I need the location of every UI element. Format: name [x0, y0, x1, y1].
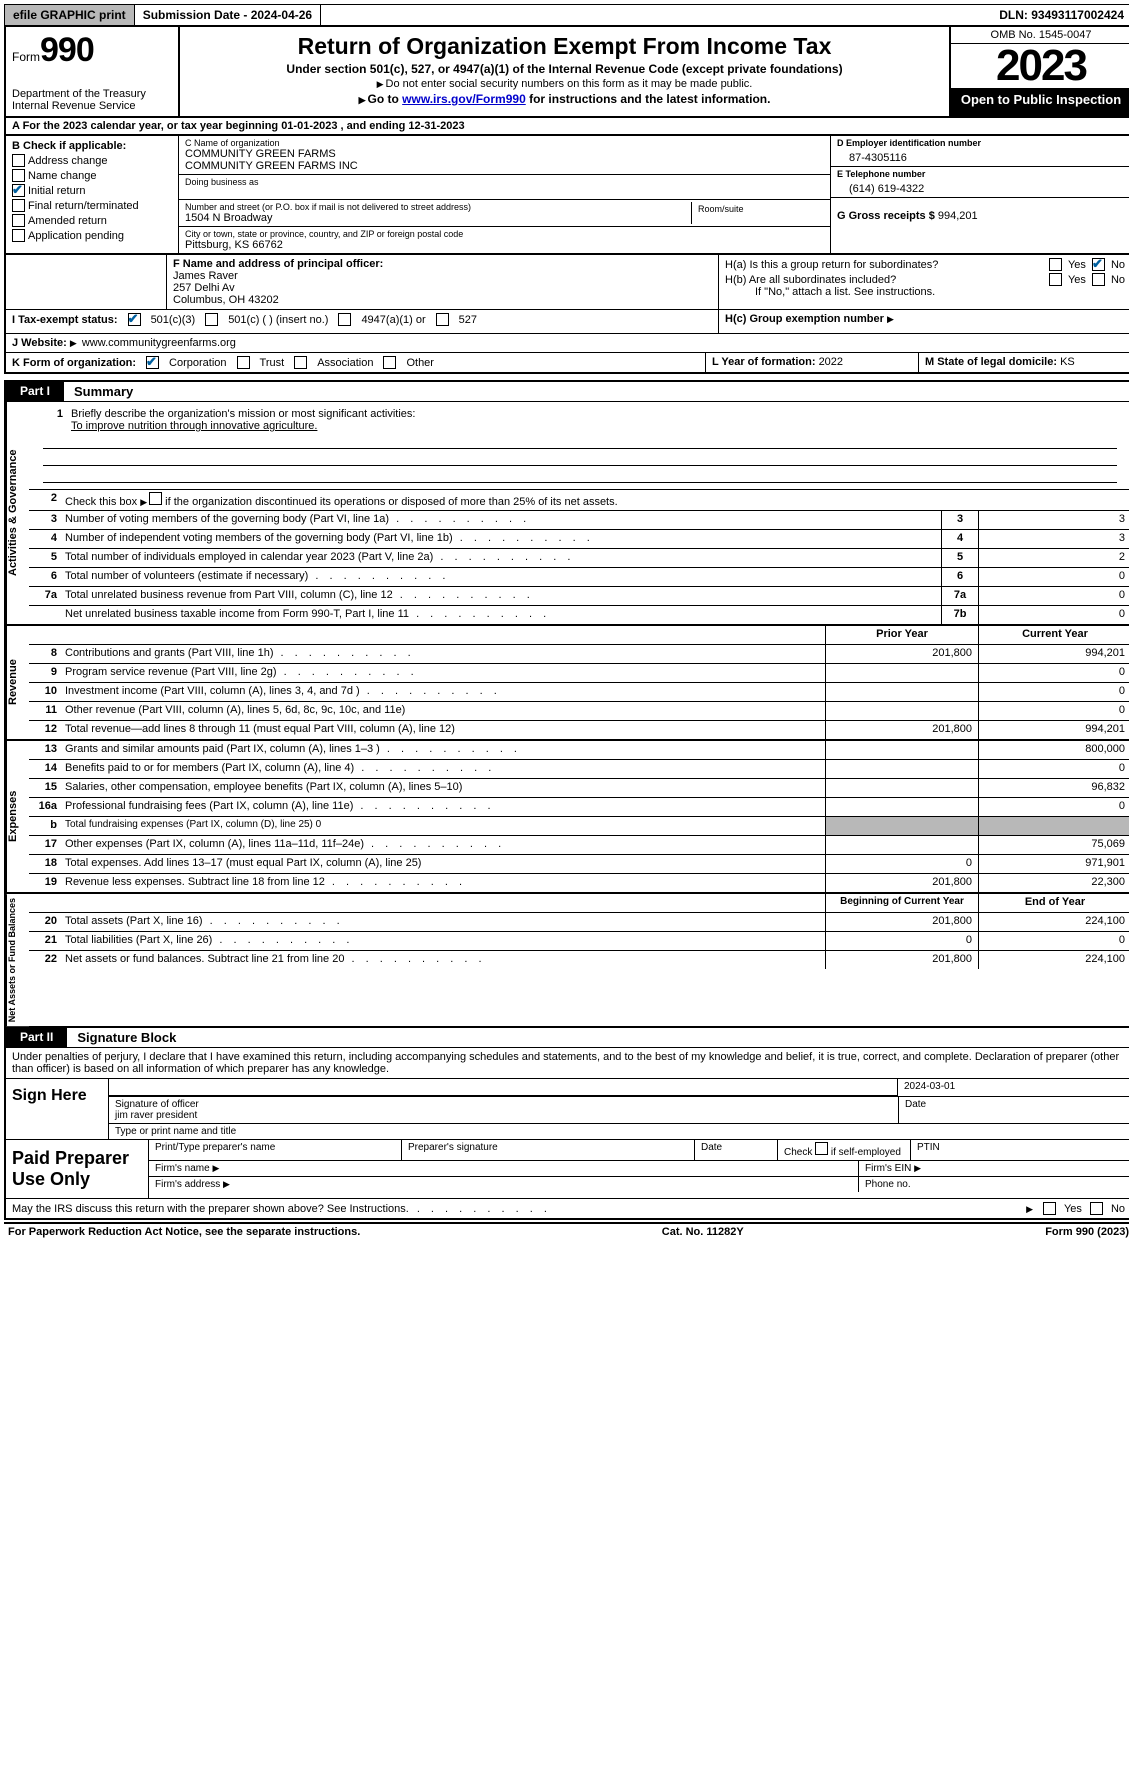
summary-net-assets: Net Assets or Fund Balances Beginning of… — [4, 894, 1129, 1028]
hb-no[interactable] — [1092, 273, 1105, 286]
vtab-governance: Activities & Governance — [6, 402, 29, 624]
ha-no[interactable] — [1092, 258, 1105, 271]
chk-application-pending[interactable]: Application pending — [12, 229, 172, 242]
chk-other[interactable] — [383, 356, 396, 369]
part-2-header: Part II Signature Block — [4, 1028, 1129, 1048]
topbar: efile GRAPHIC print Submission Date - 20… — [4, 4, 1129, 26]
ha-yes[interactable] — [1049, 258, 1062, 271]
page-footer: For Paperwork Reduction Act Notice, see … — [4, 1222, 1129, 1240]
row-j-website: J Website: www.communitygreenfarms.org — [4, 334, 1129, 353]
mission-text: To improve nutrition through innovative … — [71, 420, 317, 432]
city-cell: City or town, state or province, country… — [179, 227, 830, 253]
vtab-expenses: Expenses — [6, 741, 29, 892]
chk-527[interactable] — [436, 313, 449, 326]
open-to-public: Open to Public Inspection — [951, 88, 1129, 116]
perjury-statement: Under penalties of perjury, I declare th… — [6, 1048, 1129, 1079]
chk-501c[interactable] — [205, 313, 218, 326]
col-end-year: End of Year — [978, 894, 1129, 912]
signature-block: Under penalties of perjury, I declare th… — [4, 1048, 1129, 1220]
part-1-header: Part I Summary — [4, 380, 1129, 402]
form-title: Return of Organization Exempt From Incom… — [186, 33, 943, 60]
submission-date: Submission Date - 2024-04-26 — [135, 5, 321, 25]
tax-year-range: A For the 2023 calendar year, or tax yea… — [4, 118, 1129, 136]
row-i-j: I Tax-exempt status: 501(c)(3) 501(c) ( … — [4, 310, 1129, 334]
dept-treasury: Department of the Treasury Internal Reve… — [12, 88, 172, 112]
chk-trust[interactable] — [237, 356, 250, 369]
principal-officer: F Name and address of principal officer:… — [167, 255, 719, 309]
chk-4947[interactable] — [338, 313, 351, 326]
chk-assoc[interactable] — [294, 356, 307, 369]
officer-h-block: F Name and address of principal officer:… — [4, 255, 1129, 310]
irs-discuss-row: May the IRS discuss this return with the… — [6, 1199, 1129, 1218]
vtab-net-assets: Net Assets or Fund Balances — [6, 894, 29, 1026]
dba-cell: Doing business as — [179, 175, 830, 200]
chk-self-employed[interactable] — [815, 1142, 828, 1155]
section-h: H(a) Is this a group return for subordin… — [719, 255, 1129, 309]
efile-graphic-print[interactable]: efile GRAPHIC print — [5, 5, 135, 25]
discuss-yes[interactable] — [1043, 1202, 1056, 1215]
vtab-revenue: Revenue — [6, 626, 29, 739]
sign-here-label: Sign Here — [6, 1079, 109, 1139]
chk-address-change[interactable]: Address change — [12, 154, 172, 167]
chk-501c3[interactable] — [128, 313, 141, 326]
summary-expenses: Expenses 13Grants and similar amounts pa… — [4, 741, 1129, 894]
col-prior-year: Prior Year — [825, 626, 978, 644]
chk-discontinued[interactable] — [149, 492, 162, 505]
paid-preparer-label: Paid Preparer Use Only — [6, 1140, 149, 1198]
website-url: www.communitygreenfarms.org — [82, 337, 236, 349]
chk-initial-return[interactable]: Initial return — [12, 184, 172, 197]
gross-receipts-cell: G Gross receipts $ 994,201 — [831, 198, 1129, 224]
chk-final-return[interactable]: Final return/terminated — [12, 199, 172, 212]
col-current-year: Current Year — [978, 626, 1129, 644]
form-subtitle-1: Under section 501(c), 527, or 4947(a)(1)… — [186, 62, 943, 76]
summary-revenue: Revenue Prior Year Current Year 8Contrib… — [4, 626, 1129, 741]
col-begin-year: Beginning of Current Year — [825, 894, 978, 912]
form-subtitle-2: Do not enter social security numbers on … — [186, 78, 943, 90]
summary-governance: Activities & Governance 1 Briefly descri… — [4, 402, 1129, 626]
row-k-l-m: K Form of organization: Corporation Trus… — [4, 353, 1129, 374]
phone-cell: E Telephone number (614) 619-4322 — [831, 167, 1129, 198]
irs-link[interactable]: www.irs.gov/Form990 — [402, 92, 526, 106]
address-cell: Number and street (or P.O. box if mail i… — [179, 200, 830, 227]
chk-amended-return[interactable]: Amended return — [12, 214, 172, 227]
hb-yes[interactable] — [1049, 273, 1062, 286]
section-b-checkboxes: B Check if applicable: Address change Na… — [6, 136, 179, 253]
tax-year: 2023 — [951, 44, 1129, 88]
form-header: Form990 Department of the Treasury Inter… — [4, 26, 1129, 118]
entity-block: B Check if applicable: Address change Na… — [4, 136, 1129, 255]
dln: DLN: 93493117002424 — [991, 5, 1129, 25]
chk-name-change[interactable]: Name change — [12, 169, 172, 182]
chk-corp[interactable] — [146, 356, 159, 369]
form-number: Form990 — [12, 31, 172, 70]
org-name-cell: C Name of organization COMMUNITY GREEN F… — [179, 136, 830, 175]
ein-cell: D Employer identification number 87-4305… — [831, 136, 1129, 167]
form-subtitle-3: Go to www.irs.gov/Form990 for instructio… — [186, 92, 943, 106]
discuss-no[interactable] — [1090, 1202, 1103, 1215]
